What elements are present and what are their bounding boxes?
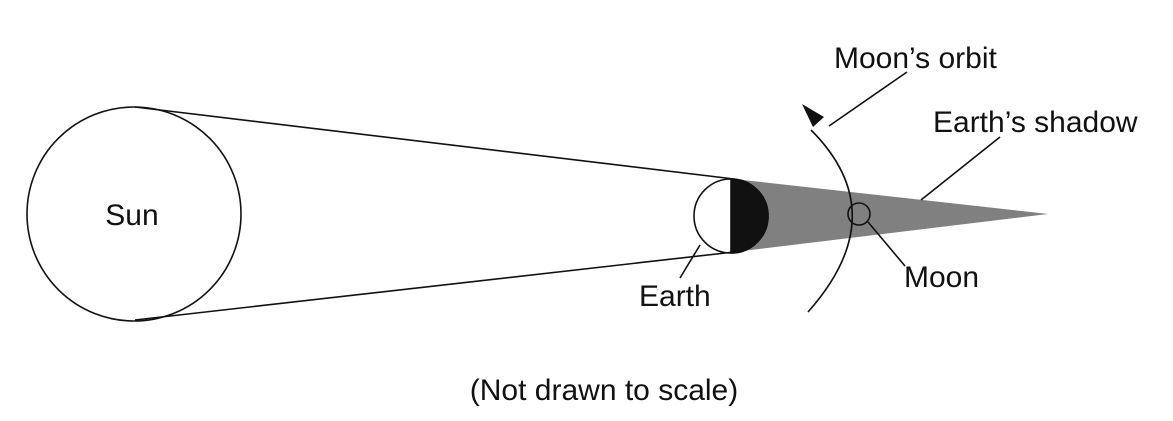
earth-night-side bbox=[730, 178, 769, 254]
moon-orbit-arc bbox=[807, 129, 854, 313]
earth-shadow-label: Earth’s shadow bbox=[933, 106, 1138, 139]
upper-tangent-line bbox=[134, 106, 735, 180]
orbit-arrowhead bbox=[802, 104, 824, 127]
moon-orbit-leader-line bbox=[828, 71, 908, 127]
earth-shadow-cone bbox=[734, 179, 1048, 252]
moon-circle bbox=[847, 202, 871, 226]
earth-label: Earth bbox=[639, 280, 711, 313]
moon-label: Moon bbox=[904, 261, 979, 294]
sun-circle bbox=[26, 106, 242, 322]
earth-shadow-leader-line bbox=[920, 136, 1001, 201]
caption-text: (Not drawn to scale) bbox=[470, 374, 738, 407]
moon-leader-line bbox=[867, 221, 906, 267]
earth-leader-line bbox=[679, 244, 701, 279]
sun-label: Sun bbox=[105, 199, 158, 232]
moon-orbit-label: Moon’s orbit bbox=[834, 42, 998, 75]
lower-tangent-line bbox=[134, 251, 735, 321]
